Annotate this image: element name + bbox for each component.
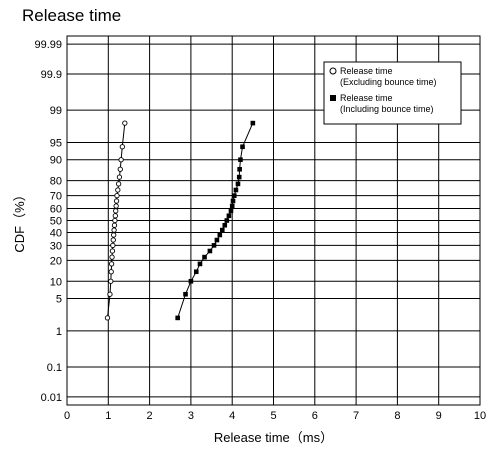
- y-tick-label: 80: [50, 176, 62, 188]
- data-point: [108, 278, 114, 284]
- data-point: [118, 157, 124, 163]
- data-point: [112, 217, 118, 224]
- data-point: [111, 222, 118, 228]
- data-point: [110, 242, 116, 249]
- data-point: [104, 315, 111, 321]
- y-tick-label: 1: [56, 326, 62, 338]
- data-point: [229, 203, 235, 209]
- x-axis-label: Release time（ms）: [214, 430, 333, 445]
- data-point: [222, 222, 228, 228]
- data-point: [109, 254, 115, 260]
- data-point: [188, 278, 194, 284]
- y-tick-label: 99: [50, 105, 62, 117]
- series-layer: [104, 120, 256, 321]
- y-tick-label: 90: [50, 155, 62, 167]
- series-1: [104, 120, 128, 321]
- data-point: [117, 166, 123, 172]
- data-point: [111, 227, 117, 233]
- data-point: [193, 269, 199, 275]
- grid: [67, 36, 480, 405]
- data-point: [230, 198, 236, 204]
- y-tick-label: 20: [50, 255, 62, 267]
- data-point: [240, 144, 245, 150]
- data-point: [197, 261, 203, 267]
- data-point: [114, 192, 120, 199]
- chart-title: Release time: [22, 6, 122, 25]
- data-point: [113, 198, 120, 204]
- data-point: [113, 208, 119, 214]
- x-tick-label: 4: [229, 410, 235, 422]
- data-point: [236, 174, 242, 180]
- y-tick-label: 99.99: [34, 39, 62, 51]
- y-tick-label: 5: [56, 294, 62, 306]
- y-tick-label: 95: [50, 137, 62, 149]
- y-tick-label: 0.01: [41, 392, 62, 404]
- data-point: [110, 237, 116, 243]
- data-point: [113, 203, 119, 209]
- data-point: [202, 254, 207, 260]
- y-tick-label: 0.1: [47, 362, 62, 374]
- data-point: [231, 193, 237, 198]
- y-tick-label: 50: [50, 216, 62, 228]
- data-point: [109, 248, 116, 254]
- legend-label-detail: (Excluding bounce time): [340, 77, 437, 87]
- legend: Release time(Excluding bounce time)Relea…: [323, 61, 462, 125]
- data-point: [217, 232, 223, 238]
- data-point: [108, 269, 114, 275]
- data-point: [219, 227, 225, 233]
- x-tick-label: 9: [436, 410, 442, 422]
- x-tick-label: 0: [64, 410, 70, 422]
- data-point: [108, 261, 115, 267]
- x-tick-label: 5: [270, 410, 276, 422]
- data-point: [111, 232, 117, 238]
- data-point: [211, 243, 217, 248]
- data-point: [214, 237, 220, 243]
- data-point: [115, 187, 121, 193]
- data-point: [119, 144, 125, 150]
- data-point: [122, 120, 128, 126]
- data-point: [116, 174, 123, 180]
- x-tick-label: 6: [312, 410, 318, 422]
- legend-label: Release time: [340, 93, 393, 103]
- data-point: [183, 291, 188, 297]
- x-tick-label: 3: [188, 410, 194, 422]
- data-point: [224, 218, 230, 223]
- legend-box: [323, 61, 462, 125]
- y-tick-label: 30: [50, 240, 62, 252]
- x-tick-label: 1: [105, 410, 111, 422]
- data-point: [207, 248, 213, 254]
- data-point: [233, 187, 239, 193]
- y-tick-label: 70: [50, 191, 62, 203]
- data-point: [112, 213, 118, 219]
- x-tick-label: 7: [353, 410, 359, 422]
- y-tick-label: 99.9: [41, 69, 62, 81]
- legend-label: Release time: [340, 66, 393, 76]
- x-tick-label: 8: [394, 410, 400, 422]
- data-point: [107, 291, 113, 297]
- y-axis-label: CDF（%）: [12, 188, 27, 252]
- y-tick-label: 40: [50, 228, 62, 240]
- data-point: [115, 181, 122, 187]
- y-tick-label: 60: [50, 203, 62, 215]
- series-2: [175, 120, 256, 321]
- x-tick-label: 10: [474, 410, 486, 422]
- data-point: [238, 157, 243, 163]
- data-point: [250, 120, 256, 126]
- plot-frame: [66, 35, 481, 406]
- data-point: [226, 213, 232, 219]
- data-point: [237, 166, 242, 172]
- data-point: [175, 315, 180, 321]
- data-point: [228, 208, 234, 214]
- x-tick-label: 2: [147, 410, 153, 422]
- y-tick-label: 10: [50, 276, 62, 288]
- legend-marker: [330, 95, 336, 101]
- legend-label-detail: (Including bounce time): [340, 104, 434, 114]
- legend-marker: [329, 67, 337, 75]
- data-point: [235, 181, 241, 187]
